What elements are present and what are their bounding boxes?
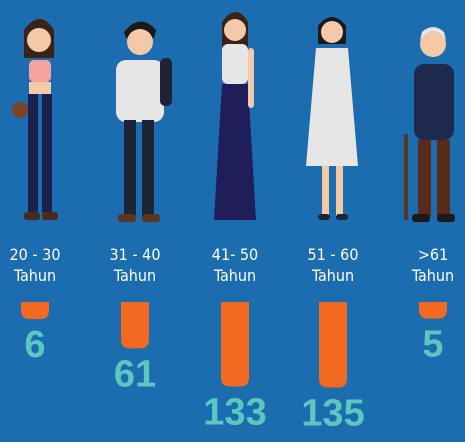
category-suffix: Tahun xyxy=(411,266,454,285)
shoe xyxy=(24,212,40,220)
head xyxy=(127,29,153,55)
leg xyxy=(42,94,52,212)
shoe xyxy=(412,214,430,222)
value-label: 135 xyxy=(301,393,364,435)
category-suffix: Tahun xyxy=(13,266,56,285)
leg xyxy=(142,120,154,216)
category-suffix: Tahun xyxy=(311,266,354,285)
head xyxy=(321,21,343,43)
value-label: 6 xyxy=(24,324,45,366)
shoe xyxy=(336,214,348,220)
infographic: 20 - 30 Tahun 6 31 - 40 Tahun 61 41- 50 Tahun 13… xyxy=(0,0,465,442)
shoe xyxy=(118,214,136,222)
leg xyxy=(124,120,136,216)
bag xyxy=(12,102,28,118)
category-label: 51 - 60 xyxy=(308,245,359,264)
shoe xyxy=(437,214,455,222)
category-label: 31 - 40 xyxy=(110,245,161,264)
shoe xyxy=(142,214,160,222)
bar xyxy=(319,302,347,388)
backpack xyxy=(160,58,172,106)
leg xyxy=(336,166,343,216)
category-suffix: Tahun xyxy=(113,266,156,285)
bar xyxy=(21,302,49,319)
shoe xyxy=(318,214,330,220)
shirt xyxy=(116,60,164,122)
arm xyxy=(248,48,254,108)
top xyxy=(222,44,248,84)
leg xyxy=(418,140,431,216)
shoe xyxy=(42,212,58,220)
leg xyxy=(322,166,329,216)
category-label: 41- 50 xyxy=(212,245,258,264)
cane xyxy=(404,134,408,220)
leg xyxy=(28,94,38,212)
bar xyxy=(121,302,149,348)
value-label: 133 xyxy=(203,391,266,433)
leg xyxy=(437,140,450,216)
bar xyxy=(419,302,447,319)
category-label: 20 - 30 xyxy=(10,245,61,264)
top xyxy=(29,60,51,82)
value-label: 61 xyxy=(114,353,156,395)
value-label: 5 xyxy=(422,324,443,366)
category-label: >61 xyxy=(418,245,448,264)
head xyxy=(224,19,246,41)
bar xyxy=(221,302,249,386)
head xyxy=(27,28,51,52)
waist xyxy=(29,82,51,94)
vest xyxy=(414,64,454,140)
category-suffix: Tahun xyxy=(213,266,256,285)
